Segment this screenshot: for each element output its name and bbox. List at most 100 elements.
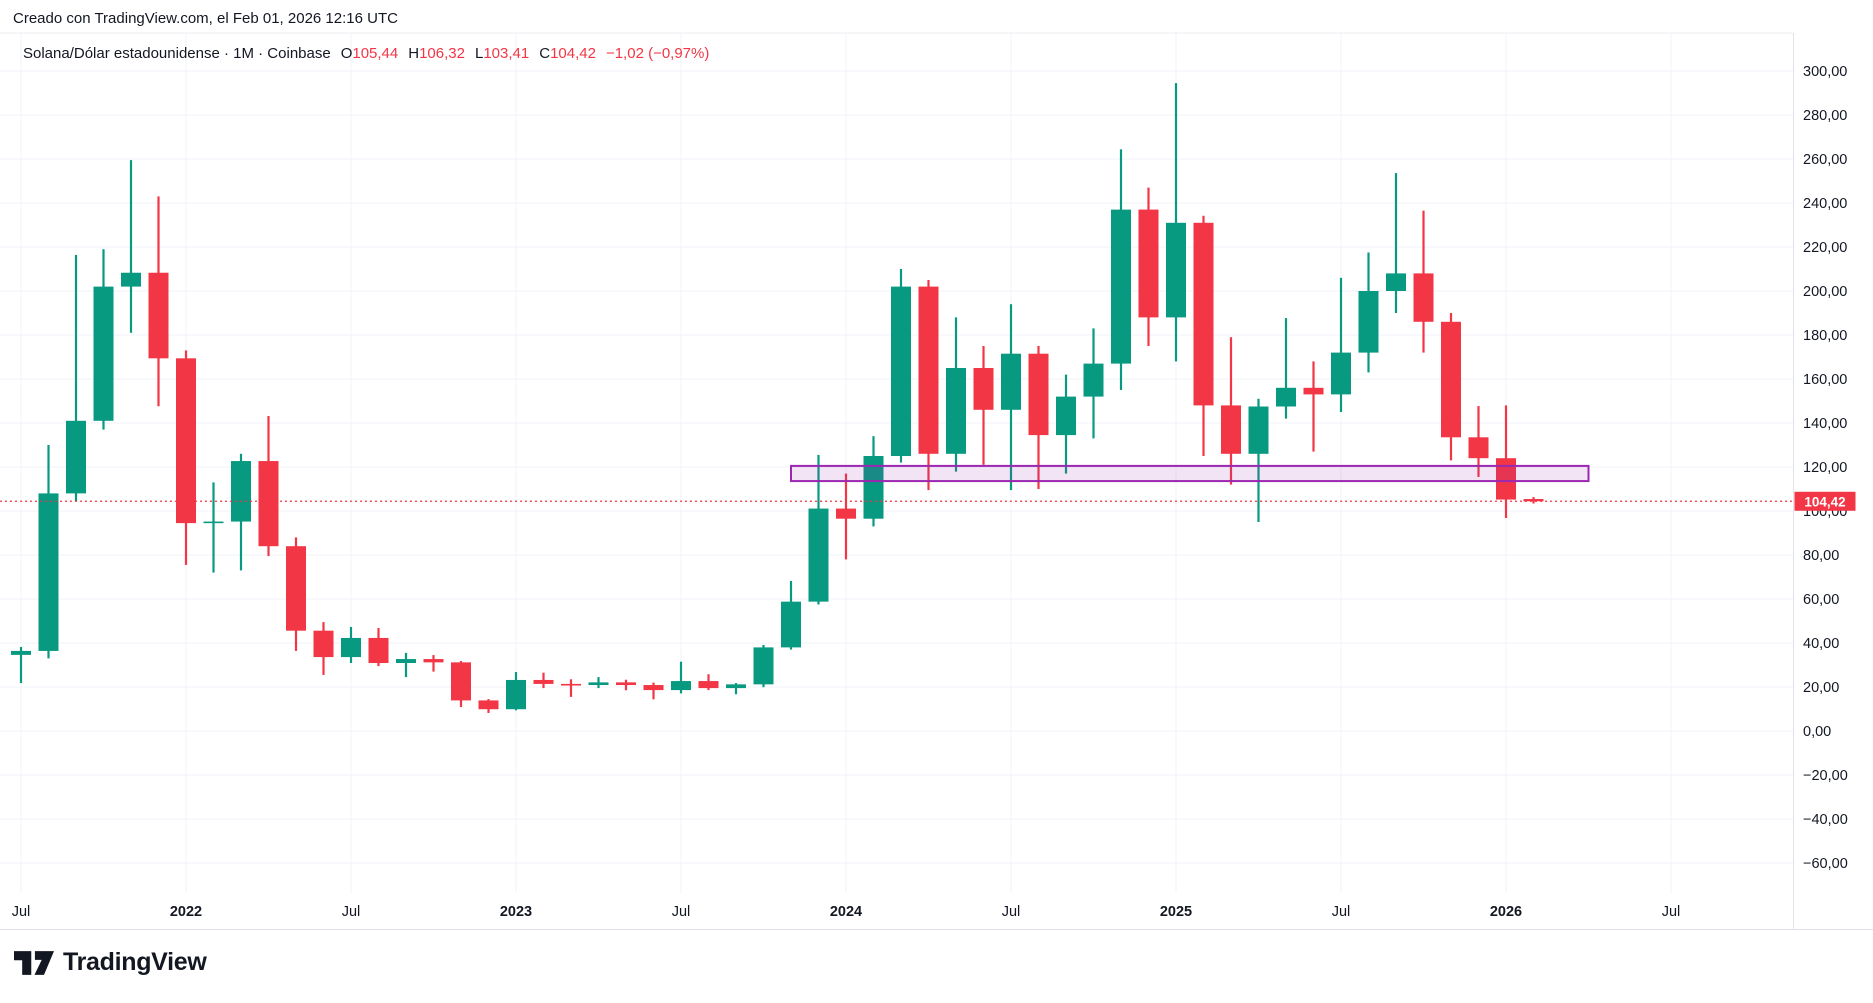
- y-axis-label: 120,00: [1803, 460, 1847, 476]
- svg-text:104,42: 104,42: [1804, 494, 1845, 509]
- ohlc-low-label: L: [474, 45, 484, 62]
- candle: [781, 580, 801, 650]
- candle: [1276, 318, 1296, 419]
- x-axis-label: 2022: [170, 904, 202, 920]
- candle: [506, 672, 526, 711]
- candle: [478, 699, 499, 713]
- candle: [836, 473, 856, 560]
- candle: [38, 445, 59, 659]
- candle: [121, 160, 141, 333]
- candle: [203, 482, 224, 573]
- candle: [231, 453, 251, 571]
- ohlc-open-label: O: [340, 45, 353, 62]
- candle: [1386, 173, 1406, 313]
- candle: [1441, 313, 1461, 461]
- ohlc-high-label: H: [408, 45, 420, 62]
- y-axis-label: 200,00: [1803, 284, 1847, 300]
- candle: [808, 454, 829, 605]
- x-axis-label: 2023: [500, 904, 532, 920]
- y-axis-label: 240,00: [1803, 196, 1847, 212]
- candle: [726, 683, 746, 695]
- candle: [66, 254, 86, 502]
- price-scale[interactable]: 300,00 280,00 260,00 240,00 220,00 200,00 180,…: [1793, 33, 1873, 893]
- candle: [1303, 361, 1324, 452]
- candle: [891, 269, 911, 463]
- candle: [1001, 304, 1021, 491]
- ohlc-high-value: 106,32: [419, 45, 465, 62]
- x-axis-label: Jul: [1662, 904, 1681, 920]
- candle: [313, 622, 334, 675]
- x-axis-label: 2026: [1490, 904, 1522, 920]
- candle: [1083, 328, 1104, 439]
- time-scale[interactable]: Jul 2022 Jul 2023 Jul 2024 Jul 2025 Jul 2026 Jul: [0, 893, 1873, 930]
- candle: [1248, 398, 1269, 522]
- tradingview-logo-icon: [14, 950, 54, 975]
- ohlc-open-value: 105,44: [352, 45, 399, 62]
- y-axis-label: 0,00: [1803, 724, 1831, 740]
- x-axis-label: 2024: [830, 904, 862, 920]
- candle: [176, 350, 196, 565]
- candle: [1496, 405, 1516, 519]
- candle: [561, 679, 581, 697]
- candle: [1138, 187, 1159, 346]
- ohlc-close-label: C: [539, 45, 551, 62]
- x-axis-label: Jul: [672, 904, 691, 920]
- y-axis-label: −60,00: [1803, 856, 1848, 872]
- price-change: −1,02 (−0,97%): [605, 45, 710, 62]
- candle: [148, 196, 169, 407]
- candle: [1193, 215, 1214, 456]
- candle: [1056, 374, 1076, 474]
- candle: [1523, 497, 1544, 504]
- symbol-title[interactable]: Solana/Dólar estadounidense · 1M · Coinb…: [23, 45, 331, 62]
- candle: [1331, 277, 1351, 412]
- candle: [588, 677, 609, 689]
- y-axis-label: 140,00: [1803, 416, 1847, 432]
- candle: [1221, 337, 1241, 485]
- symbol-legend[interactable]: Solana/Dólar estadounidense · 1M · Coinb…: [23, 45, 709, 62]
- price-range-drawing[interactable]: [790, 464, 1590, 483]
- y-axis-label: 20,00: [1803, 680, 1839, 696]
- candle: [616, 679, 636, 691]
- candle: [396, 652, 416, 678]
- candle: [1413, 210, 1434, 353]
- y-axis-label: 80,00: [1803, 548, 1839, 564]
- x-axis-label: Jul: [342, 904, 361, 920]
- candle: [1166, 83, 1186, 362]
- candle: [11, 646, 31, 684]
- candle: [698, 674, 719, 691]
- attribution-text: Creado con TradingView.com, el Feb 01, 2…: [13, 10, 398, 27]
- candle: [1028, 346, 1049, 489]
- candle: [1468, 406, 1489, 477]
- x-axis-label: Jul: [1002, 904, 1021, 920]
- y-axis-label: 220,00: [1803, 240, 1847, 256]
- x-axis-label: Jul: [1332, 904, 1351, 920]
- candle: [973, 346, 994, 465]
- candle: [341, 626, 361, 664]
- candle: [423, 655, 444, 672]
- ohlc-low-value: 103,41: [483, 45, 530, 62]
- candle: [946, 317, 966, 472]
- candle: [258, 415, 279, 557]
- candle: [368, 628, 389, 667]
- candle: [1358, 252, 1379, 373]
- candle: [286, 537, 306, 651]
- candle: [753, 644, 774, 688]
- ohlc-close-value: 104,42: [550, 45, 596, 62]
- y-axis-label: 300,00: [1803, 64, 1847, 80]
- candle: [93, 249, 114, 430]
- y-axis-label: 280,00: [1803, 108, 1847, 124]
- candlestick-series: [11, 83, 1544, 713]
- y-axis-label: 180,00: [1803, 328, 1847, 344]
- tradingview-logo[interactable]: TradingView: [14, 948, 207, 977]
- tradingview-logo-text: TradingView: [63, 948, 207, 976]
- candle: [1111, 149, 1131, 390]
- y-axis-label: −40,00: [1803, 812, 1848, 828]
- y-axis-label: 260,00: [1803, 152, 1847, 168]
- y-axis-label: 160,00: [1803, 372, 1847, 388]
- y-axis-label: 40,00: [1803, 636, 1839, 652]
- candle: [533, 672, 554, 689]
- last-price-label: 104,42: [1794, 491, 1856, 511]
- x-axis-label: Jul: [12, 904, 31, 920]
